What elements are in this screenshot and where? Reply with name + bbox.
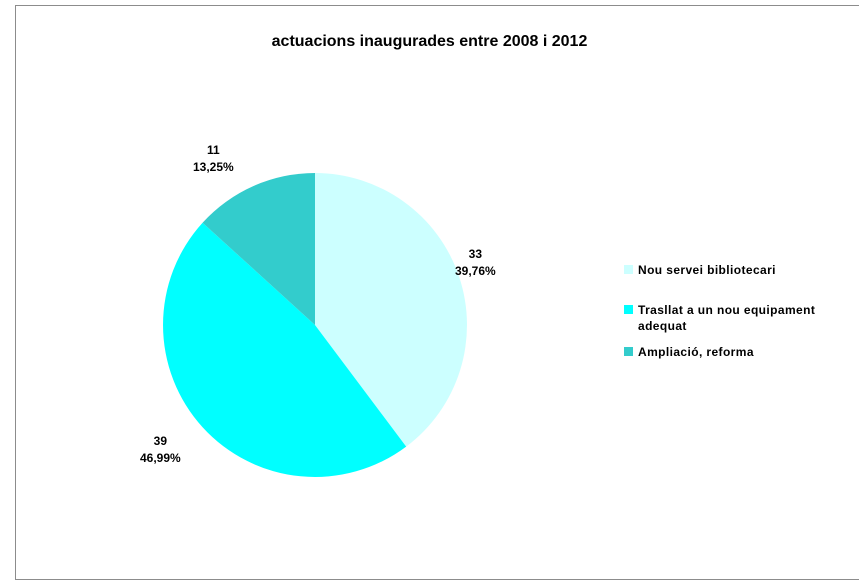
legend-item-ampliacio: Ampliació, reforma — [624, 344, 859, 360]
data-label-value: 39 — [153, 434, 168, 448]
legend-label: Trasllat a un nou equipament adequat — [638, 303, 816, 333]
legend: Nou servei bibliotecari Trasllat a un no… — [624, 262, 859, 370]
legend-swatch — [624, 347, 633, 356]
legend-item-trasllat: Trasllat a un nou equipament adequat — [624, 302, 859, 334]
legend-label: Ampliació, reforma — [638, 345, 754, 359]
legend-swatch — [624, 265, 633, 274]
pie-slice-ampliacio — [202, 173, 315, 325]
data-label-percent: 13,25% — [193, 160, 234, 174]
pie-slice-trasllat — [163, 222, 407, 477]
data-label-nou-servei: 33 39,76% — [455, 246, 496, 280]
legend-label: Nou servei bibliotecari — [638, 263, 776, 277]
data-label-ampliacio: 11 13,25% — [193, 142, 234, 176]
legend-item-nou-servei: Nou servei bibliotecari — [624, 262, 859, 278]
data-label-trasllat: 39 46,99% — [140, 433, 181, 467]
chart-title: actuacions inaugurades entre 2008 i 2012 — [271, 33, 588, 50]
data-label-percent: 46,99% — [140, 451, 181, 465]
data-label-value: 33 — [468, 247, 483, 261]
data-label-percent: 39,76% — [455, 264, 496, 278]
data-label-value: 11 — [207, 143, 220, 157]
pie-slice-nou-servei — [315, 173, 467, 447]
legend-swatch — [624, 305, 633, 314]
